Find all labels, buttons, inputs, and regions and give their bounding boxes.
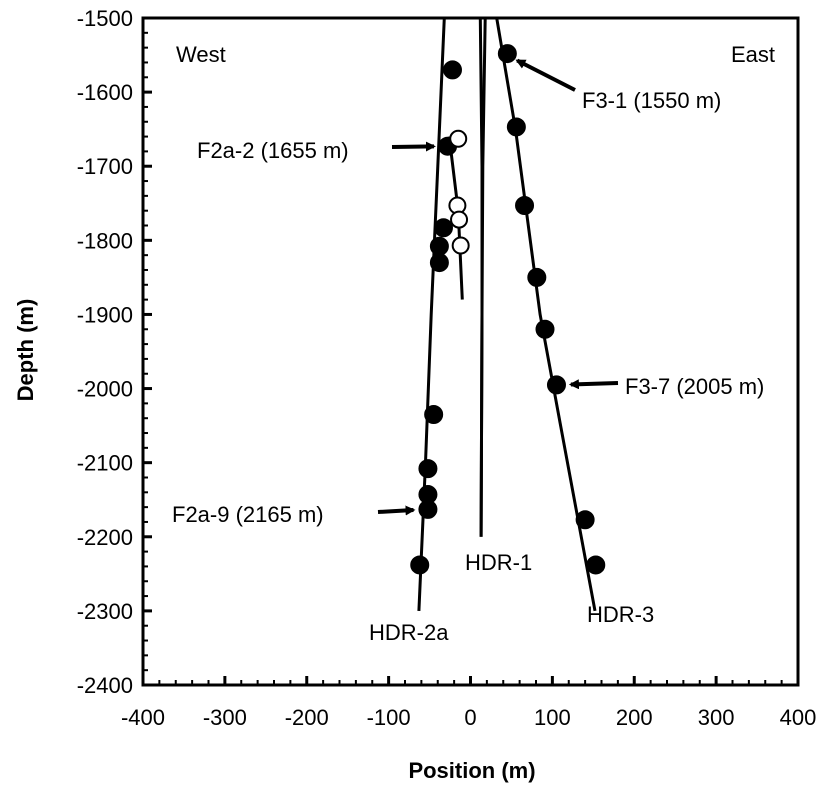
fracture-points: [410, 44, 606, 575]
x-axis-title: Position (m): [408, 758, 535, 783]
y-tick-label: -1800: [77, 228, 133, 253]
x-tick-label: -300: [203, 705, 247, 730]
filled-point-hdr-3: [586, 555, 606, 575]
well-label-hdr-2a: HDR-2a: [369, 620, 449, 645]
well-trajectories: [417, 17, 597, 612]
y-tick-label: -2000: [77, 377, 133, 402]
x-tick-label: -100: [367, 705, 411, 730]
y-axis-title: Depth (m): [13, 299, 38, 402]
well-path-hdr-2a: [417, 17, 446, 611]
filled-point-hdr-2a: [433, 218, 453, 238]
annotation-f2a-9: F2a-9 (2165 m): [172, 502, 324, 527]
annotation-arrows: [377, 58, 619, 516]
annotation-arrow: [568, 379, 619, 390]
annotation-arrow: [391, 141, 436, 152]
x-tick-label: 0: [464, 705, 476, 730]
annotation-f3-1: F3-1 (1550 m): [582, 88, 721, 113]
y-tick-label: -2200: [77, 525, 133, 550]
filled-point-hdr-3: [497, 44, 517, 64]
open-point-hdr-2a-sidetrack: [449, 129, 468, 148]
x-tick-label: 400: [780, 705, 817, 730]
east-label: East: [731, 42, 775, 67]
filled-point-hdr-2a: [429, 253, 449, 273]
y-tick-label: -1500: [77, 6, 133, 31]
y-tick-label: -1600: [77, 80, 133, 105]
filled-point-hdr-2a: [418, 459, 438, 479]
well-label-hdr-1: HDR-1: [465, 550, 532, 575]
y-tick-label: -1700: [77, 154, 133, 179]
plot-area-frame: [141, 16, 800, 687]
x-tick-label: -400: [121, 705, 165, 730]
y-tick-label: -1900: [77, 302, 133, 327]
well-path-hdr-3: [495, 17, 597, 612]
x-tick-label: 200: [616, 705, 653, 730]
west-label: West: [176, 42, 226, 67]
y-axis-ticks: -1500 -1600 -1700 -1800 -1900 -2000 -2100 -2200…: [77, 6, 152, 698]
open-point-hdr-2a-sidetrack: [450, 210, 469, 229]
filled-point-hdr-3: [575, 510, 595, 530]
filled-point-hdr-3: [535, 319, 555, 339]
y-tick-label: -2300: [77, 599, 133, 624]
filled-point-hdr-2a: [418, 499, 438, 519]
filled-point-hdr-3: [546, 375, 566, 395]
y-tick-label: -2100: [77, 451, 133, 476]
filled-point-hdr-3: [506, 117, 526, 137]
filled-point-hdr-2a: [424, 404, 444, 424]
open-point-hdr-2a-sidetrack: [451, 236, 470, 255]
well-label-hdr-3: HDR-3: [587, 602, 654, 627]
annotation-arrow: [515, 58, 576, 92]
x-tick-label: 100: [534, 705, 571, 730]
well-path-hdr-1-b: [479, 17, 487, 537]
filled-point-hdr-2a: [410, 555, 430, 575]
annotation-f3-7: F3-7 (2005 m): [625, 374, 764, 399]
x-axis-ticks: -400 -300 -200 -100 0 100 200 300 400: [121, 676, 816, 730]
filled-point-hdr-3: [527, 267, 547, 287]
x-tick-label: -200: [285, 705, 329, 730]
x-tick-label: 300: [698, 705, 735, 730]
y-tick-label: -2400: [77, 673, 133, 698]
annotation-arrow: [377, 505, 416, 516]
filled-point-hdr-3: [515, 196, 535, 216]
filled-point-hdr-2a: [429, 236, 449, 256]
annotation-f2a-2: F2a-2 (1655 m): [197, 138, 349, 163]
filled-point-hdr-2a: [442, 60, 462, 80]
